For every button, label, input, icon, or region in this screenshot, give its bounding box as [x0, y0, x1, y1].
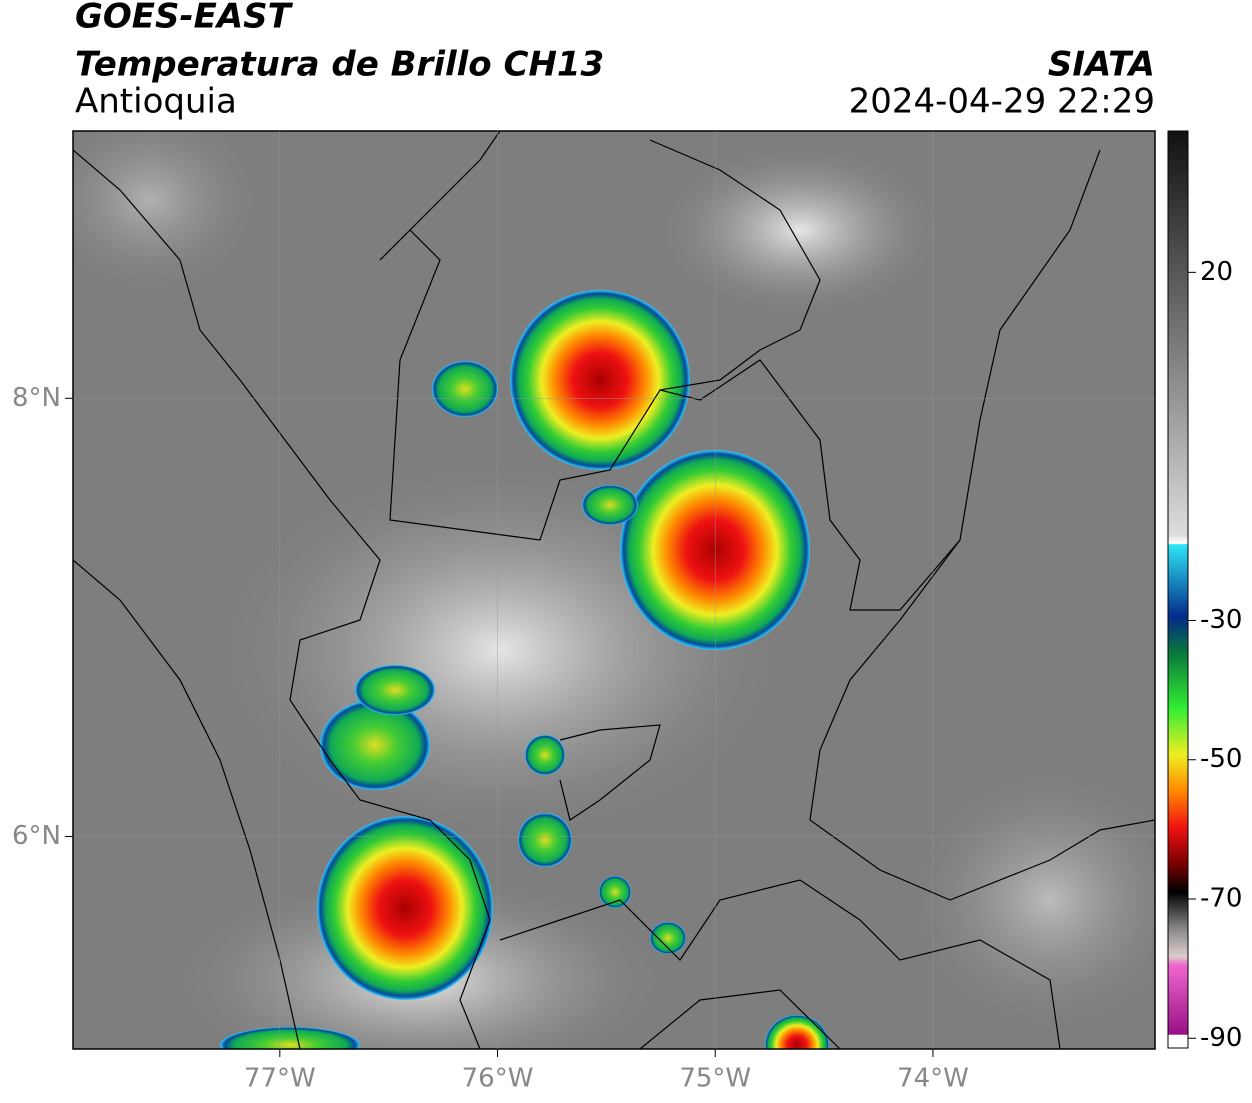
x-tick-label: 77°W	[244, 1064, 316, 1094]
colorbar-tick-label: 20	[1200, 257, 1233, 287]
agency: SIATA	[1048, 45, 1155, 85]
product: Temperatura de Brillo CH13	[75, 45, 604, 85]
x-tick-label: 76°W	[462, 1064, 534, 1094]
map-frame	[72, 130, 1156, 1050]
y-tick-label: 8°N	[12, 383, 61, 413]
x-tick-label: 74°W	[897, 1064, 969, 1094]
colorbar-tick-label: -30	[1200, 605, 1242, 635]
overlay: 77°W 76°W 75°W 74°W 6°N 8°N 20 -30 -50 -70 -90	[12, 131, 1242, 1094]
colorbar-tick-label: -90	[1200, 1023, 1242, 1053]
y-tick-label: 6°N	[12, 821, 61, 851]
imagery	[73, 131, 1155, 1049]
x-tick-label: 75°W	[679, 1064, 751, 1094]
colorbar-tick-label: -70	[1200, 883, 1242, 913]
colorbar-tick-label: -50	[1200, 744, 1242, 774]
region: Antioquia	[75, 82, 237, 122]
source: GOES-EAST	[75, 0, 294, 37]
colorbar	[1167, 130, 1189, 1049]
datetime: 2024-04-29 22:29	[849, 82, 1155, 122]
